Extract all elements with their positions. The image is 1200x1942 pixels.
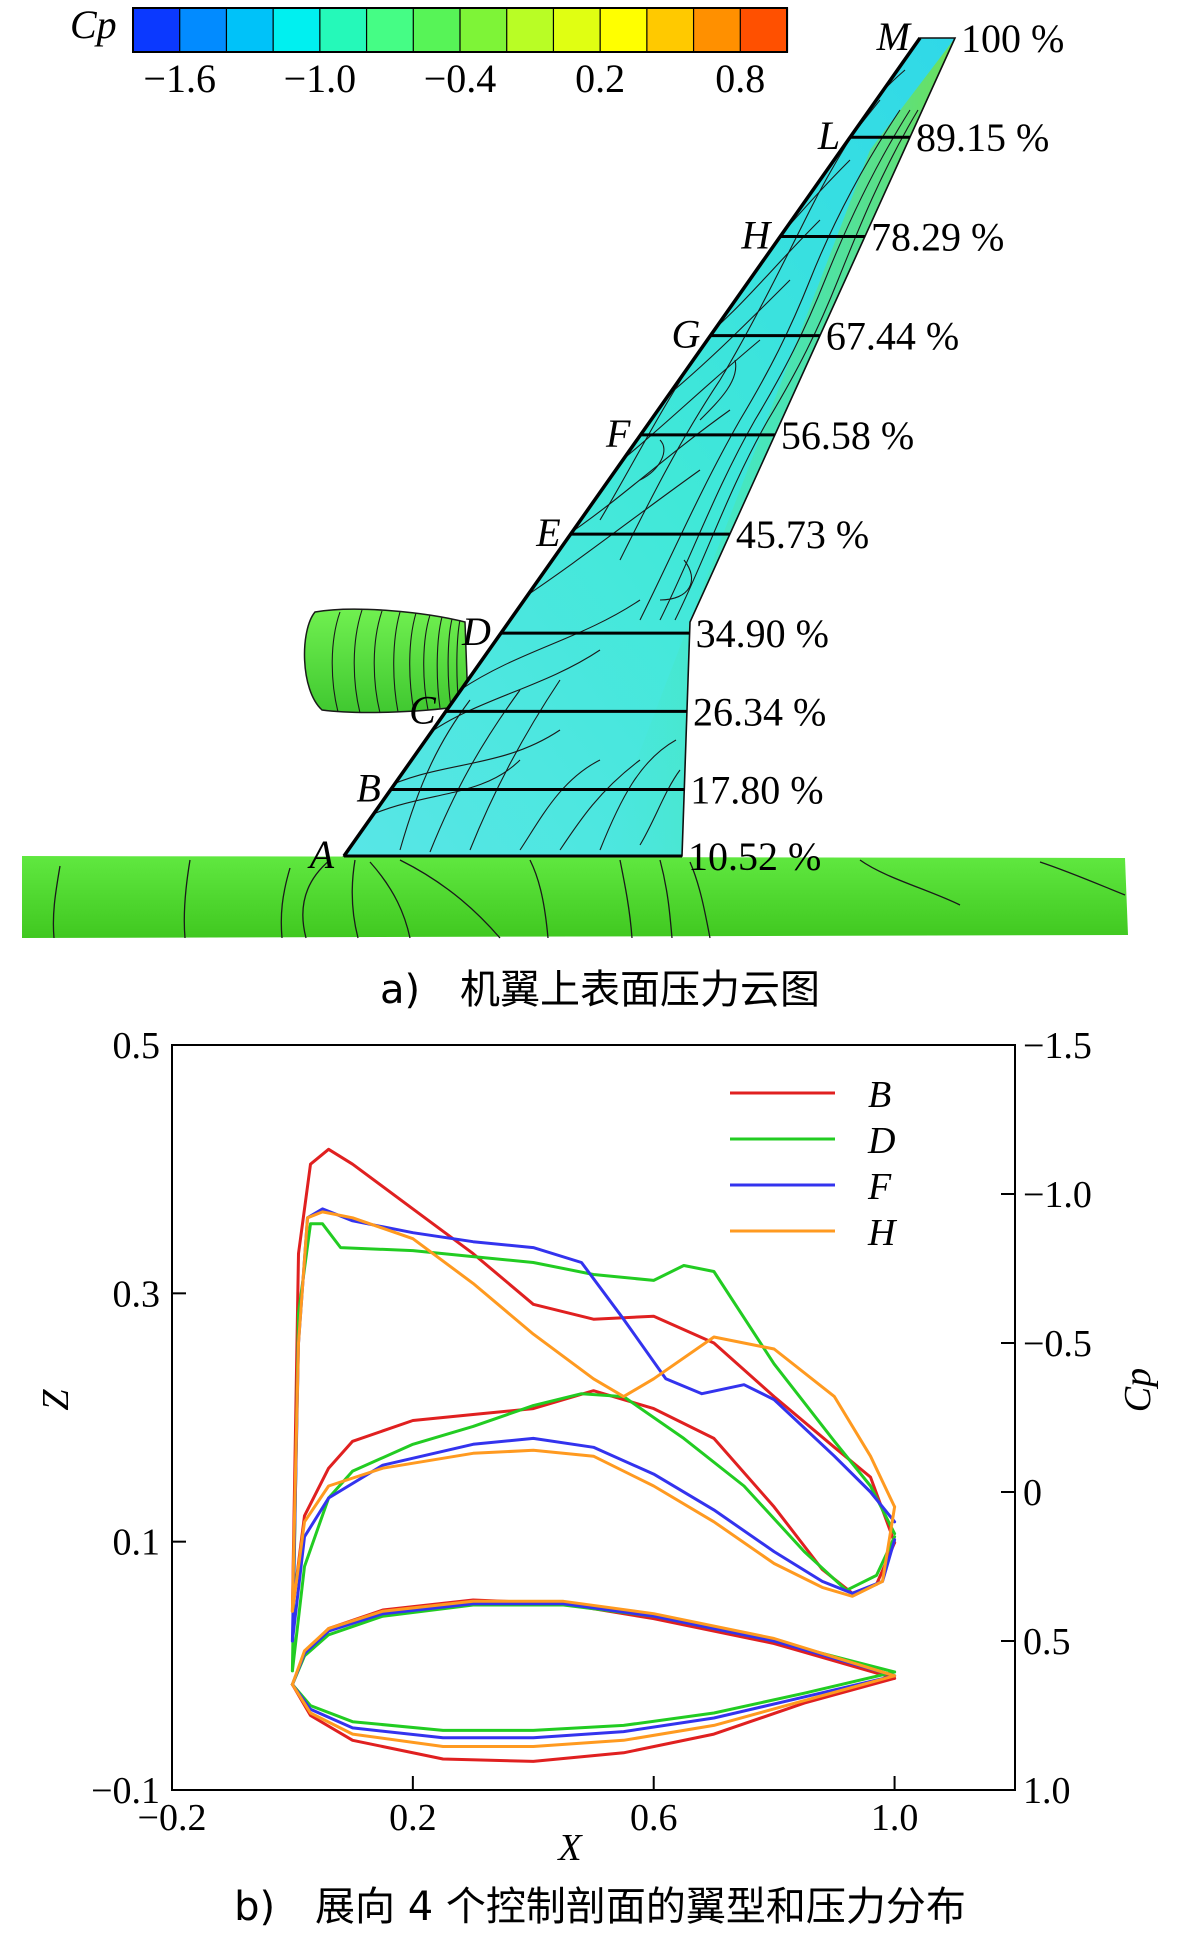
section-span-label-d: 34.90 %: [696, 611, 829, 656]
colorbar-cell: [692, 7, 742, 53]
wing-upper-surface: [342, 36, 957, 858]
right-tick-label: 0: [1023, 1472, 1042, 1514]
colorbar-cell: [459, 7, 508, 53]
airfoil-upper-line-f: [290, 1602, 897, 1686]
series-d: [290, 1222, 897, 1732]
plot-frame: [171, 1044, 1016, 1791]
right-tick-label: −1.0: [1023, 1174, 1092, 1216]
section-letter-c: C: [409, 687, 437, 732]
section-letter-d: D: [461, 609, 491, 654]
colorbar-cell: [412, 7, 462, 53]
colorbar-cell: [319, 7, 368, 53]
legend-label-h: H: [867, 1212, 898, 1254]
colorbar-cell: [365, 7, 415, 53]
colorbar-tick-label: 0.8: [715, 56, 765, 101]
section-letter-h: H: [740, 212, 772, 257]
right-y-axis: −1.5 −1.0 −0.5 0 0.5 1.0: [1001, 1025, 1092, 1812]
caption-a: a) 机翼上表面压力云图: [380, 967, 820, 1013]
section-letter-l: L: [817, 113, 840, 158]
series-lines: [290, 1147, 897, 1763]
series-f: [290, 1207, 897, 1740]
section-span-label-e: 45.73 %: [736, 512, 869, 557]
section-span-label-l: 89.15 %: [916, 115, 1049, 160]
legend-label-d: D: [867, 1120, 895, 1162]
left-tick-label: −0.1: [91, 1770, 160, 1812]
section-letter-b: B: [356, 765, 380, 810]
cp-upper-line-d: [290, 1222, 897, 1673]
cp-upper-line-h: [290, 1210, 897, 1613]
colorbar-cell: [225, 7, 275, 53]
colorbar-tick-label: 0.2: [575, 56, 625, 101]
left-y-axis: 0.5 0.3 0.1 −0.1: [91, 1025, 186, 1812]
section-span-label-a: 10.52 %: [688, 834, 821, 879]
x-tick-label: 0.2: [389, 1797, 437, 1839]
series-h: [290, 1210, 897, 1748]
colorbar-tick-label: −0.4: [424, 56, 497, 101]
x-tick-label: −0.2: [138, 1797, 207, 1839]
left-tick-label: 0.5: [113, 1025, 161, 1067]
fuselage-surface: [22, 856, 1128, 939]
legend-label-b: B: [868, 1074, 891, 1116]
cp-upper-line-b: [290, 1147, 897, 1613]
colorbar-cell: [552, 7, 602, 53]
airfoil-upper-line-d: [290, 1603, 897, 1686]
left-axis-label: Z: [35, 1389, 77, 1411]
control-sections: A 10.52 % B 17.80 % C 26.34 % D 34.90 % E 45.73 %…: [307, 14, 1065, 879]
right-tick-label: 1.0: [1023, 1770, 1071, 1812]
cp-upper-line-f: [290, 1207, 897, 1643]
section-letter-g: G: [672, 312, 701, 357]
colorbar-cell: [646, 7, 695, 53]
airfoil-upper-line-h: [290, 1599, 897, 1686]
pressure-contour-figure: A 10.52 % B 17.80 % C 26.34 % D 34.90 % E 45.73 %…: [22, 2, 1128, 1013]
colorbar-tick-label: −1.0: [284, 56, 357, 101]
section-span-label-m: 100 %: [961, 16, 1064, 61]
airfoil-pressure-chart: −0.2 0.2 0.6 1.0 0.5 0.3 0.1 −0.1 −1.5 −1.0 −0.5…: [35, 1025, 1159, 1930]
cp-lower-line-f: [290, 1436, 897, 1643]
section-span-label-h: 78.29 %: [871, 214, 1004, 259]
colorbar-tick-label: −1.6: [143, 56, 216, 101]
x-tick-label: 1.0: [871, 1797, 919, 1839]
x-tick-label: 0.6: [630, 1797, 678, 1839]
section-letter-a: A: [307, 832, 335, 877]
colorbar-cell: [739, 7, 789, 53]
section-span-label-b: 17.80 %: [690, 767, 823, 812]
cp-lower-line-d: [290, 1392, 897, 1673]
cp-lower-line-h: [290, 1448, 897, 1613]
colorbar-cell: [506, 7, 555, 53]
colorbar-label: Cp: [70, 2, 117, 47]
x-axis-label: X: [556, 1827, 583, 1869]
colorbar-cell: [599, 7, 648, 53]
section-span-label-g: 67.44 %: [826, 314, 959, 359]
right-tick-label: −0.5: [1023, 1323, 1092, 1365]
section-span-label-c: 26.34 %: [693, 689, 826, 734]
right-axis-label: Cp: [1117, 1368, 1159, 1412]
colorbar: Cp −1.6 −1.0 −0.4 0.2 0.8: [70, 2, 789, 101]
section-letter-f: F: [605, 411, 631, 456]
airfoil-lower-line-h: [290, 1674, 897, 1748]
colorbar-cell: [272, 7, 321, 53]
section-span-label-f: 56.58 %: [781, 413, 914, 458]
section-letter-m: M: [876, 14, 913, 59]
caption-b: b) 展向 4 个控制剖面的翼型和压力分布: [234, 1884, 966, 1930]
colorbar-label-text: Cp: [70, 2, 117, 47]
colorbar-cell: [132, 7, 181, 53]
right-tick-label: 0.5: [1023, 1621, 1071, 1663]
airfoil-lower-line-f: [290, 1674, 897, 1740]
x-axis: −0.2 0.2 0.6 1.0: [138, 1776, 919, 1839]
colorbar-cell: [179, 7, 228, 53]
airfoil-lower-line-b: [290, 1676, 897, 1763]
legend-label-f: F: [867, 1166, 892, 1208]
section-letter-e: E: [535, 510, 560, 555]
left-tick-label: 0.1: [113, 1522, 161, 1564]
airfoil-lower-line-d: [290, 1670, 897, 1732]
engine-nacelle: [303, 608, 469, 714]
right-tick-label: −1.5: [1023, 1025, 1092, 1067]
left-tick-label: 0.3: [113, 1273, 161, 1315]
